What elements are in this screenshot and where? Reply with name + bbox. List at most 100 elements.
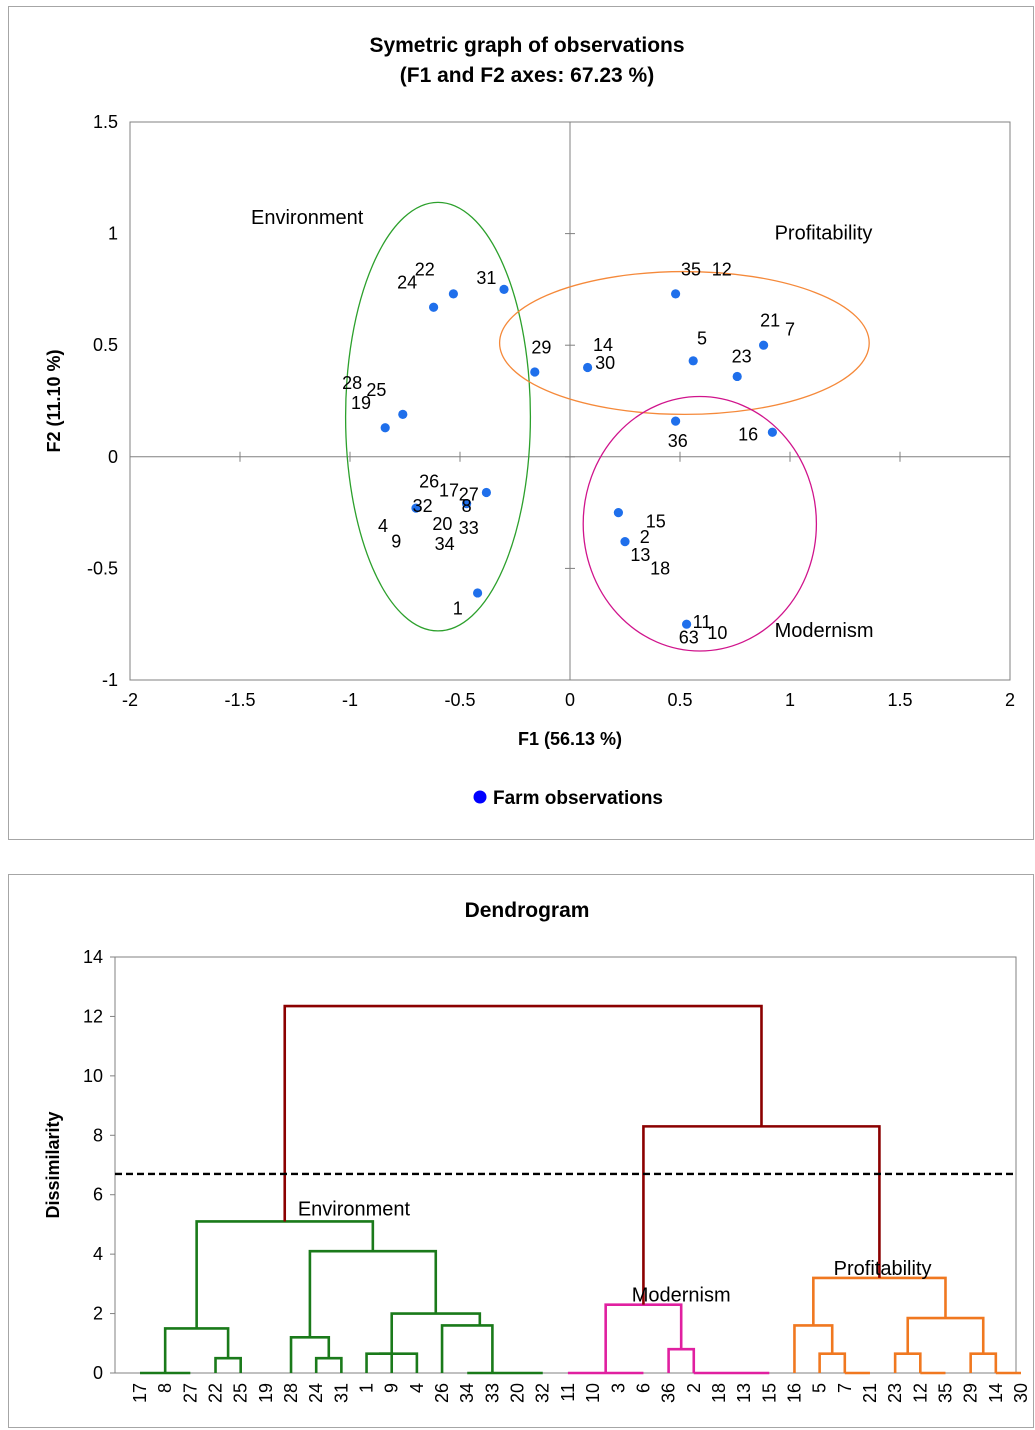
legend-marker (473, 790, 487, 804)
dendrogram-link (818, 1352, 847, 1373)
leaf-label: 19 (256, 1383, 276, 1403)
point-label: 18 (650, 558, 670, 578)
point-label: 13 (630, 545, 650, 565)
y-tick-label: -0.5 (87, 558, 118, 578)
leaf-label: 18 (709, 1383, 729, 1403)
point-label: 36 (668, 431, 688, 451)
cluster-annotation: Modernism (775, 620, 874, 642)
x-tick-label: 0 (565, 690, 575, 710)
point-label: 26 (419, 471, 439, 491)
leaf-label: 2 (684, 1383, 704, 1393)
dendrogram-link (793, 1324, 834, 1373)
data-point (767, 427, 778, 437)
y-tick-label: 2 (93, 1304, 103, 1324)
scatter-panel: Symetric graph of observations (F1 and F2… (8, 6, 1034, 840)
data-point (688, 356, 698, 366)
leaf-label: 4 (407, 1383, 427, 1393)
leaf-label: 29 (961, 1383, 981, 1403)
cluster-ellipse-profitability (498, 270, 870, 416)
point-label: 12 (712, 259, 732, 279)
leaf-label: 11 (558, 1383, 578, 1402)
dendrogram-link (893, 1352, 922, 1373)
leaf-label: 5 (810, 1383, 830, 1393)
y-tick-label: 14 (83, 947, 103, 967)
point-label: 29 (531, 337, 551, 357)
data-point (620, 537, 630, 547)
leaf-label: 12 (910, 1383, 930, 1403)
data-point (462, 499, 472, 509)
data-point (530, 367, 540, 377)
y-tick-label: 8 (93, 1125, 103, 1145)
leaf-label: 13 (734, 1383, 754, 1403)
data-point (481, 487, 491, 498)
y-tick-label: 12 (83, 1006, 103, 1026)
leaf-label: 10 (583, 1383, 603, 1403)
x-tick-label: 2 (1005, 690, 1015, 710)
data-point (732, 371, 742, 382)
dendrogram-link (289, 1336, 331, 1373)
data-point (473, 588, 483, 598)
dendrogram-link (365, 1352, 394, 1373)
data-point (583, 362, 593, 373)
point-label: 7 (785, 320, 795, 340)
dendrogram-link (195, 1220, 375, 1329)
data-point (759, 340, 769, 350)
point-label: 15 (646, 512, 666, 532)
data-point (613, 508, 624, 518)
leaf-label: 26 (432, 1383, 452, 1403)
point-label: 9 (391, 532, 401, 552)
x-tick-label: 1 (785, 690, 795, 710)
data-point (499, 284, 509, 294)
dendrogram-link (308, 1249, 438, 1338)
dendrogram-link (440, 1324, 494, 1373)
x-tick-label: -0.5 (444, 690, 475, 710)
leaf-label: 15 (759, 1383, 779, 1403)
leaf-label: 27 (180, 1383, 200, 1403)
scatter-chart: Symetric graph of observations (F1 and F2… (44, 34, 1015, 809)
y-axis-label: F2 (11.10 %) (44, 349, 64, 452)
leaf-label: 22 (206, 1383, 226, 1403)
dendrogram-link (667, 1347, 696, 1373)
point-label: 23 (732, 346, 752, 366)
leaf-label: 16 (784, 1383, 804, 1403)
point-label: 35 (681, 259, 701, 279)
point-label: 30 (595, 353, 615, 373)
data-point (411, 503, 421, 513)
dendrogram-panel: Dendrogram 0 2 4 6 8 10 12 14 Dissimilarity 17 8 27 2… (8, 874, 1034, 1428)
leaf-label: 21 (860, 1383, 880, 1403)
point-label: 17 (439, 480, 459, 500)
leaf-label: 31 (331, 1383, 351, 1403)
x-tick-label: 1.5 (887, 690, 912, 710)
point-label: 33 (459, 518, 479, 538)
leaf-label: 8 (155, 1383, 175, 1393)
cluster-label: Modernism (632, 1285, 731, 1307)
y-tick-label: -1 (102, 670, 118, 690)
leaf-label: 1 (357, 1383, 377, 1393)
leaf-label: 7 (835, 1383, 855, 1393)
point-label: 34 (435, 534, 455, 554)
point-label: 63 (679, 628, 699, 648)
point-label: 25 (366, 380, 386, 400)
leaf-label: 24 (306, 1383, 326, 1403)
leaf-label: 28 (281, 1383, 301, 1403)
cluster-annotation: Profitability (775, 223, 873, 245)
point-label: 20 (432, 514, 452, 534)
y-tick-label: 0 (108, 447, 118, 467)
dendrogram-plot-area (114, 956, 1017, 1374)
legend-label: Farm observations (493, 788, 663, 809)
data-point (429, 302, 439, 312)
cluster-ellipse-environment (344, 201, 532, 632)
point-label: 19 (351, 393, 371, 413)
chart-title: Symetric graph of observations (369, 34, 684, 57)
leaf-label: 14 (986, 1383, 1006, 1403)
point-label: 14 (593, 335, 613, 355)
y-tick-label: 0 (93, 1363, 103, 1383)
point-label: 28 (342, 373, 362, 393)
point-label: 22 (415, 259, 435, 279)
leaf-label: 25 (231, 1383, 251, 1403)
dendrogram-link (283, 1004, 763, 1222)
data-point (682, 619, 692, 629)
leaf-label: 9 (382, 1383, 402, 1393)
y-axis-label: Dissimilarity (43, 1111, 63, 1218)
dendrogram-link (314, 1356, 343, 1373)
